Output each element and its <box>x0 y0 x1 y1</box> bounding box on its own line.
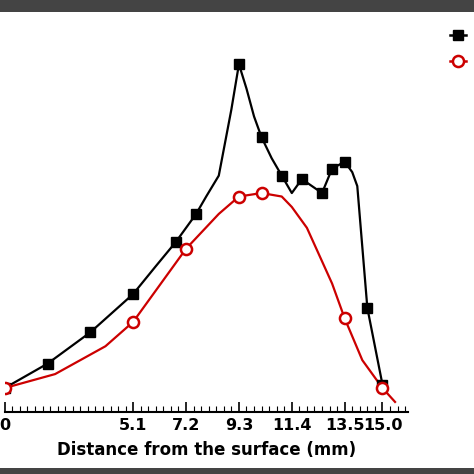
Legend: , : , <box>447 26 473 72</box>
X-axis label: Distance from the surface (mm): Distance from the surface (mm) <box>56 441 356 459</box>
